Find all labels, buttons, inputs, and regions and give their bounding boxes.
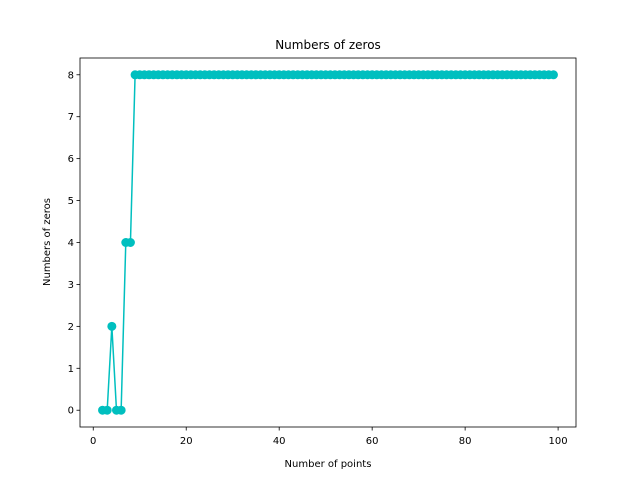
y-tick-label: 7 xyxy=(68,112,74,123)
data-point xyxy=(107,321,117,331)
y-tick-label: 8 xyxy=(68,70,74,81)
x-axis-label: Number of points xyxy=(285,459,372,470)
x-tick-label: 40 xyxy=(273,436,286,447)
y-axis-ticks: 0 1 2 3 4 5 6 7 8 xyxy=(68,70,80,417)
series-layer xyxy=(98,70,558,415)
chart-title: Numbers of zeros xyxy=(275,38,381,52)
data-point xyxy=(116,405,126,415)
data-point xyxy=(125,238,135,247)
y-tick-label: 1 xyxy=(68,364,74,375)
y-tick-label: 2 xyxy=(68,322,74,333)
x-tick-label: 100 xyxy=(549,436,568,447)
x-tick-label: 80 xyxy=(459,436,472,447)
y-tick-label: 6 xyxy=(68,154,74,165)
y-tick-label: 5 xyxy=(68,196,74,207)
x-tick-label: 20 xyxy=(180,436,193,447)
data-point xyxy=(102,405,112,415)
y-axis-label: Numbers of zeros xyxy=(42,198,53,286)
y-tick-label: 0 xyxy=(68,406,74,417)
data-point xyxy=(548,70,558,80)
x-tick-label: 0 xyxy=(90,436,96,447)
x-axis-ticks: 0 20 40 60 80 100 xyxy=(90,427,568,447)
y-tick-label: 3 xyxy=(68,280,74,291)
x-tick-label: 60 xyxy=(366,436,379,447)
y-tick-label: 4 xyxy=(68,238,74,249)
